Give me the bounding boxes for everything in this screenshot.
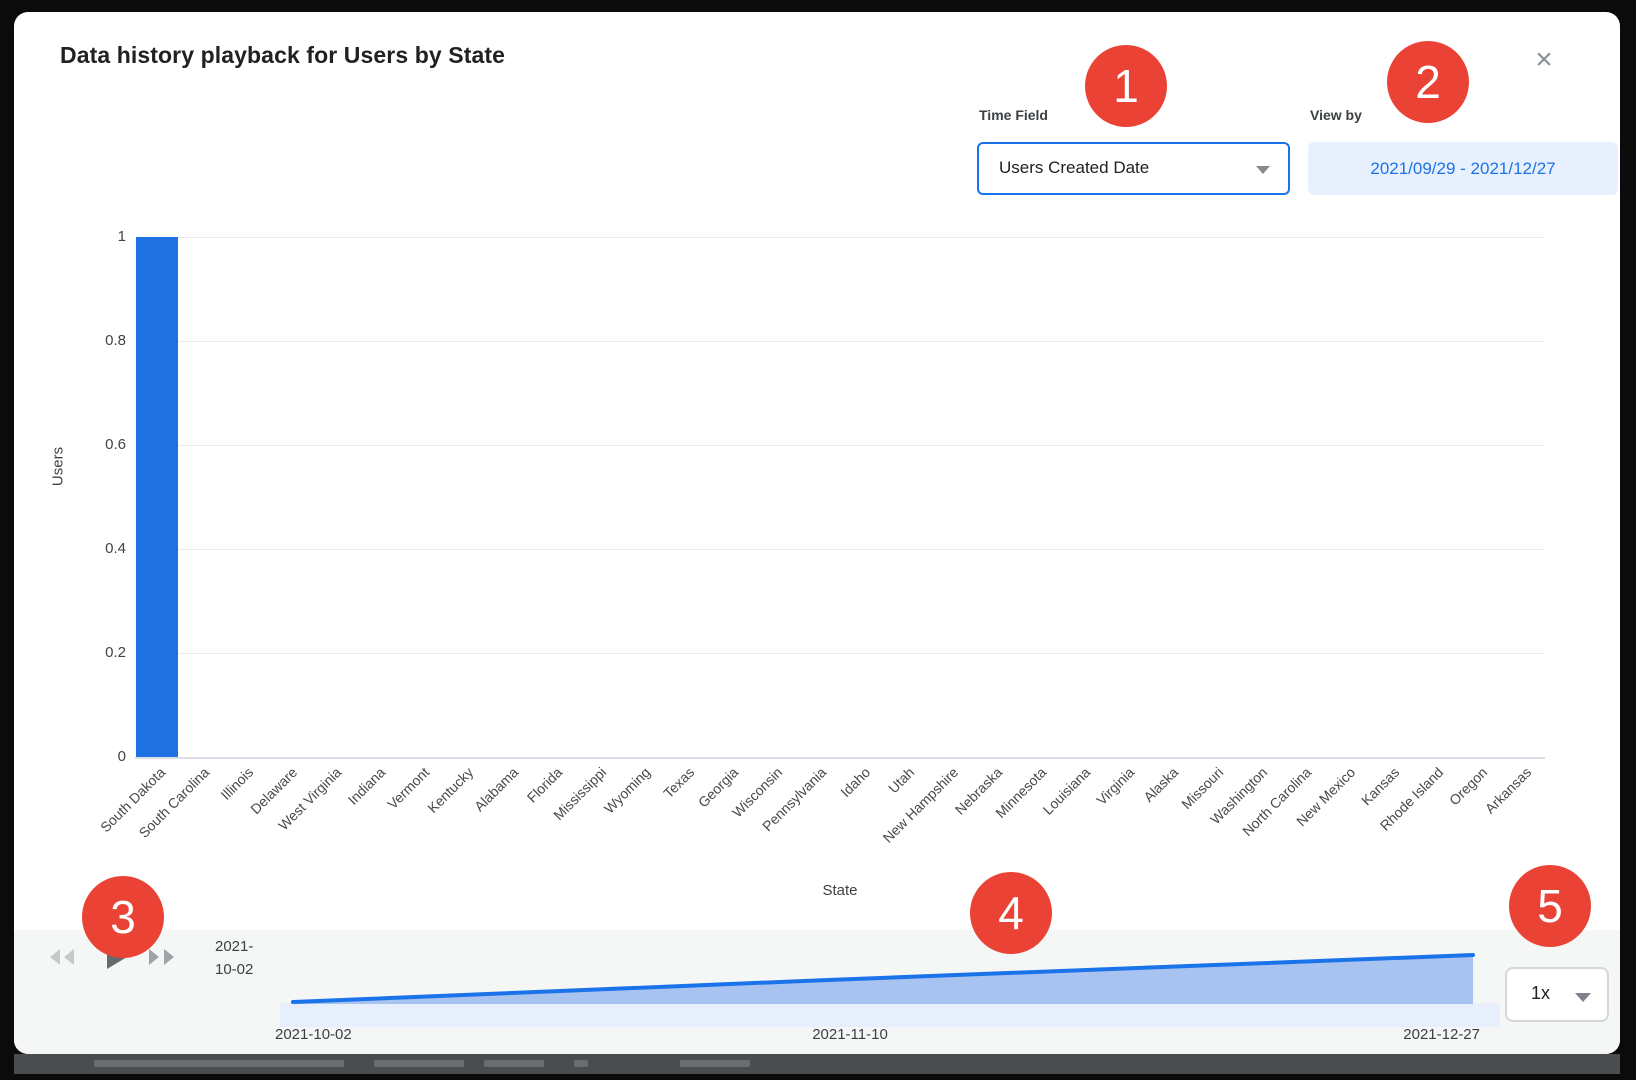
playback-speed-select[interactable]: 1x <box>1505 967 1609 1022</box>
gridline <box>135 237 1545 238</box>
callout-badge-1: 1 <box>1085 45 1167 127</box>
x-axis-title: State <box>822 882 858 899</box>
timeline-track <box>280 1003 1500 1027</box>
gridline <box>135 341 1545 342</box>
timeline-date-end: 2021-12-27 <box>1403 1026 1480 1043</box>
bar-South Dakota <box>135 237 179 757</box>
bar-chart: Users State 0 0.2 0.4 0.6 0.8 1 South Dakota So… <box>14 12 1620 930</box>
timeline-date-mid: 2021-11-10 <box>812 1026 888 1043</box>
gridline <box>135 653 1545 654</box>
background-page-fragment <box>14 1054 1620 1074</box>
y-axis-tick-label: 0.6 <box>105 436 126 453</box>
playback-panel: 2021- 10-02 2021-10-02 2021-11-10 2021-1… <box>14 930 1620 1054</box>
chevron-down-icon <box>1256 166 1270 174</box>
playback-speed-value: 1x <box>1531 983 1551 1003</box>
chevron-down-icon <box>1575 993 1591 1002</box>
gridline <box>135 549 1545 550</box>
y-axis-tick-label: 0.2 <box>105 644 126 661</box>
callout-badge-2: 2 <box>1387 41 1469 123</box>
callout-badge-4: 4 <box>970 872 1052 954</box>
obscured-background-text <box>94 1060 344 1067</box>
timeline-scrubber[interactable] <box>266 947 1514 1039</box>
timeline-line <box>291 953 1475 1004</box>
y-axis-title: Users <box>49 446 67 487</box>
close-icon[interactable]: × <box>1522 38 1566 82</box>
obscured-background-text <box>680 1060 750 1067</box>
callout-badge-3: 3 <box>82 876 164 958</box>
date-range-button[interactable]: 2021/09/29 - 2021/12/27 <box>1308 142 1618 195</box>
y-axis-tick-label: 0 <box>117 748 126 765</box>
time-field-label: Time Field <box>979 107 1048 123</box>
current-date-line2: 10-02 <box>215 961 254 978</box>
timeline-date-start: 2021-10-02 <box>275 1026 352 1043</box>
x-axis-line <box>135 757 1545 759</box>
time-field-select[interactable]: Users Created Date <box>977 142 1290 195</box>
callout-badge-5: 5 <box>1509 865 1591 947</box>
data-history-playback-dialog: Data history playback for Users by State… <box>14 12 1620 1054</box>
y-axis-tick-label: 0.8 <box>105 332 126 349</box>
current-playback-date: 2021- 10-02 <box>215 935 285 981</box>
view-by-label: View by <box>1310 107 1362 123</box>
rewind-icon[interactable] <box>42 938 82 978</box>
obscured-background-text <box>374 1060 464 1067</box>
obscured-background-text <box>484 1060 544 1067</box>
gridline <box>135 445 1545 446</box>
obscured-background-text <box>574 1060 588 1067</box>
y-axis-tick-label: 1 <box>117 228 126 245</box>
time-field-selected-value: Users Created Date <box>999 158 1150 177</box>
current-date-line1: 2021- <box>215 938 254 955</box>
fast-forward-icon[interactable] <box>142 938 182 978</box>
y-axis-tick-label: 0.4 <box>105 540 126 557</box>
dialog-title: Data history playback for Users by State <box>60 42 505 68</box>
